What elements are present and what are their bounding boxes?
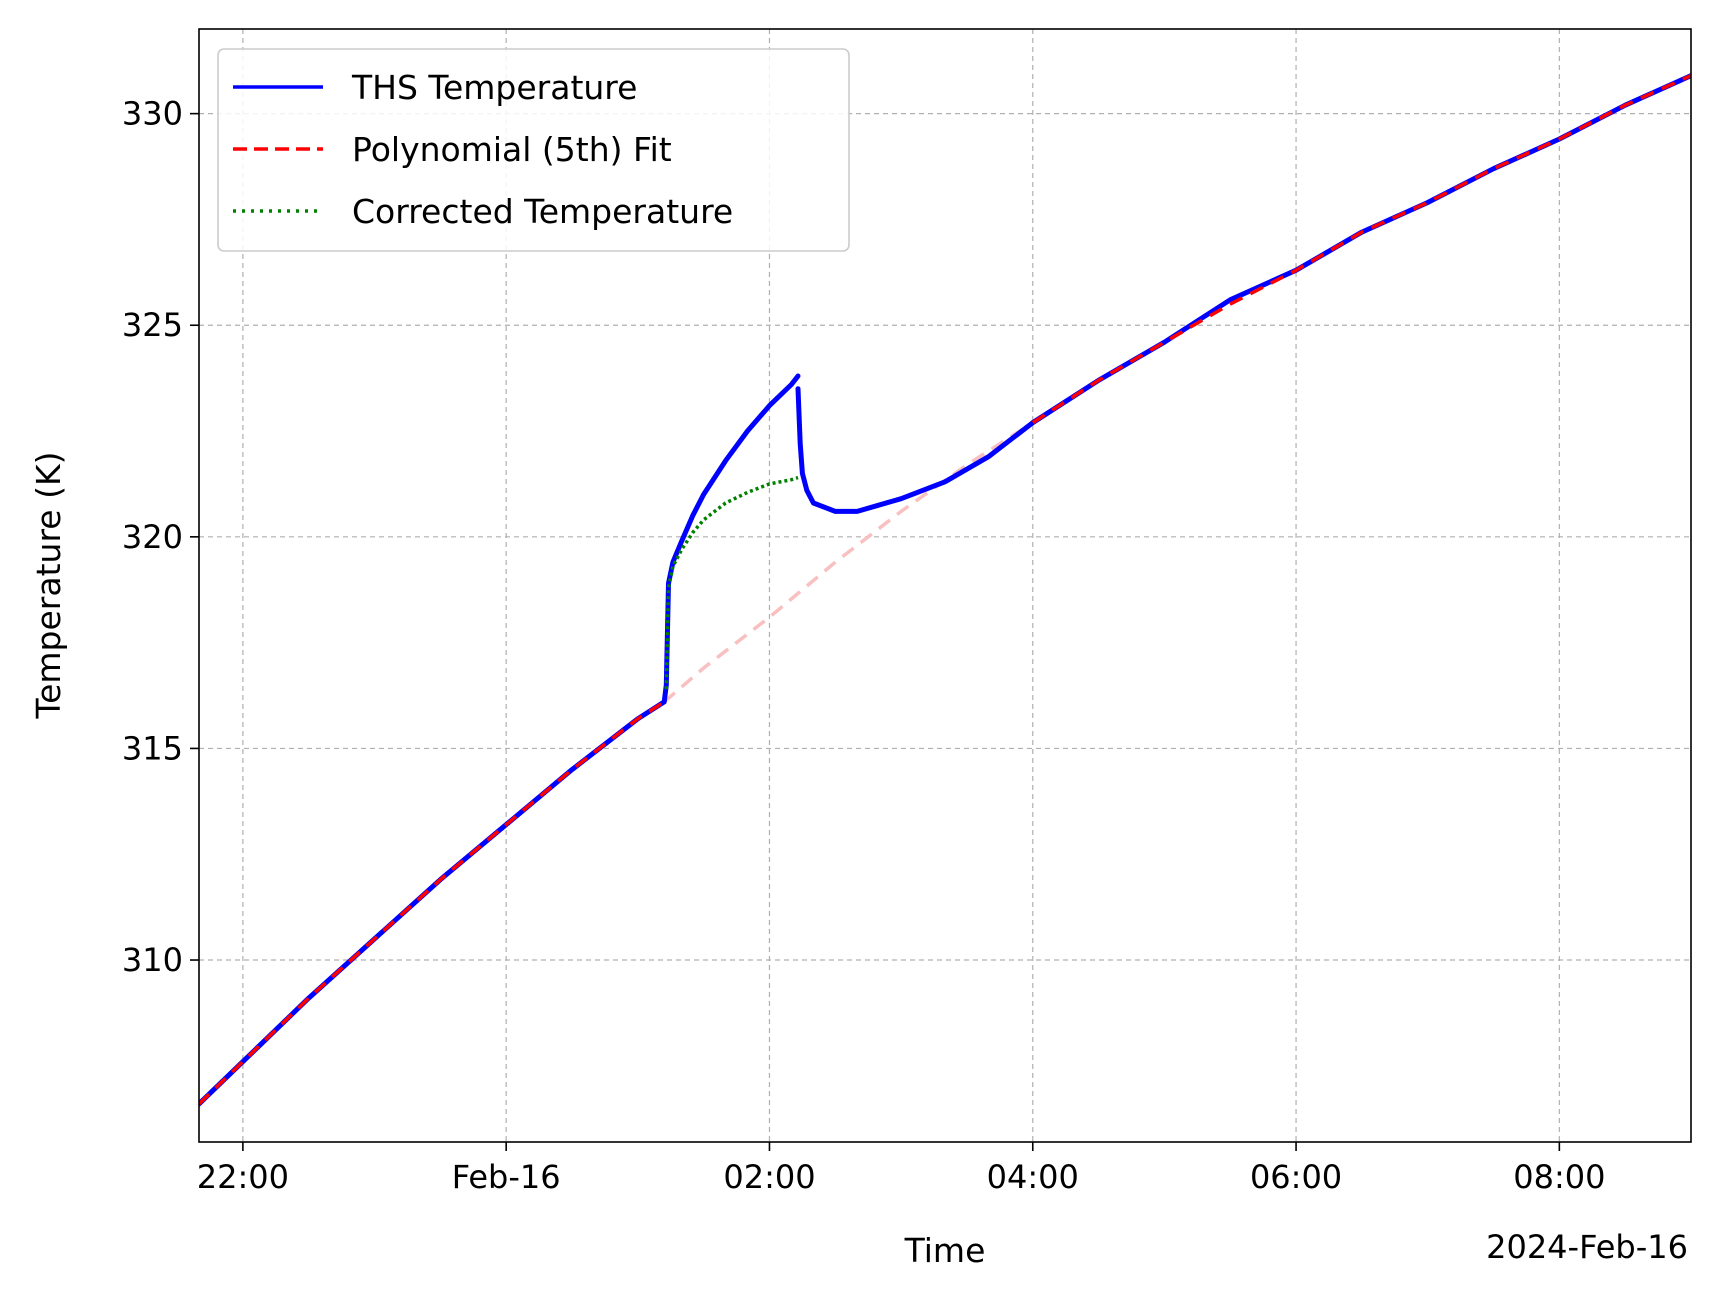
y-axis-label: Temperature (K) — [29, 452, 68, 720]
fit-line — [1031, 74, 1691, 425]
x-tick-label: Feb-16 — [452, 1158, 561, 1196]
legend-label-ths: THS Temperature — [351, 68, 637, 107]
plot-frame — [198, 28, 1692, 1143]
x-tick-label: 06:00 — [1250, 1158, 1342, 1196]
y-tick-label: 330 — [122, 95, 183, 133]
legend-box — [217, 48, 850, 252]
x-tick-label: 04:00 — [987, 1158, 1079, 1196]
fit-line — [199, 700, 666, 1106]
x-tick-label: 08:00 — [1513, 1158, 1605, 1196]
y-tick-label: 320 — [122, 518, 183, 556]
legend-label-fit: Polynomial (5th) Fit — [352, 130, 672, 169]
legend-label-corrected: Corrected Temperature — [352, 192, 733, 231]
x-offset-label: 2024-Feb-16 — [1486, 1228, 1688, 1266]
x-axis-label: Time — [904, 1231, 986, 1270]
y-tick-label: 310 — [122, 941, 183, 979]
legend: THS Temperature Polynomial (5th) Fit Cor… — [217, 48, 850, 252]
x-tick-label: 02:00 — [723, 1158, 815, 1196]
axis-ticks: 22:00 Feb-16 02:00 04:00 06:00 08:00 310 315 320… — [122, 95, 1606, 1196]
x-tick-label: 22:00 — [197, 1158, 289, 1196]
y-tick-label: 325 — [122, 306, 183, 344]
y-tick-label: 315 — [122, 729, 183, 767]
grid — [199, 29, 1691, 1142]
corrected-temperature-line — [664, 475, 799, 690]
series-layer — [199, 73, 1691, 1107]
fit-line-extrapolated — [663, 421, 1034, 704]
